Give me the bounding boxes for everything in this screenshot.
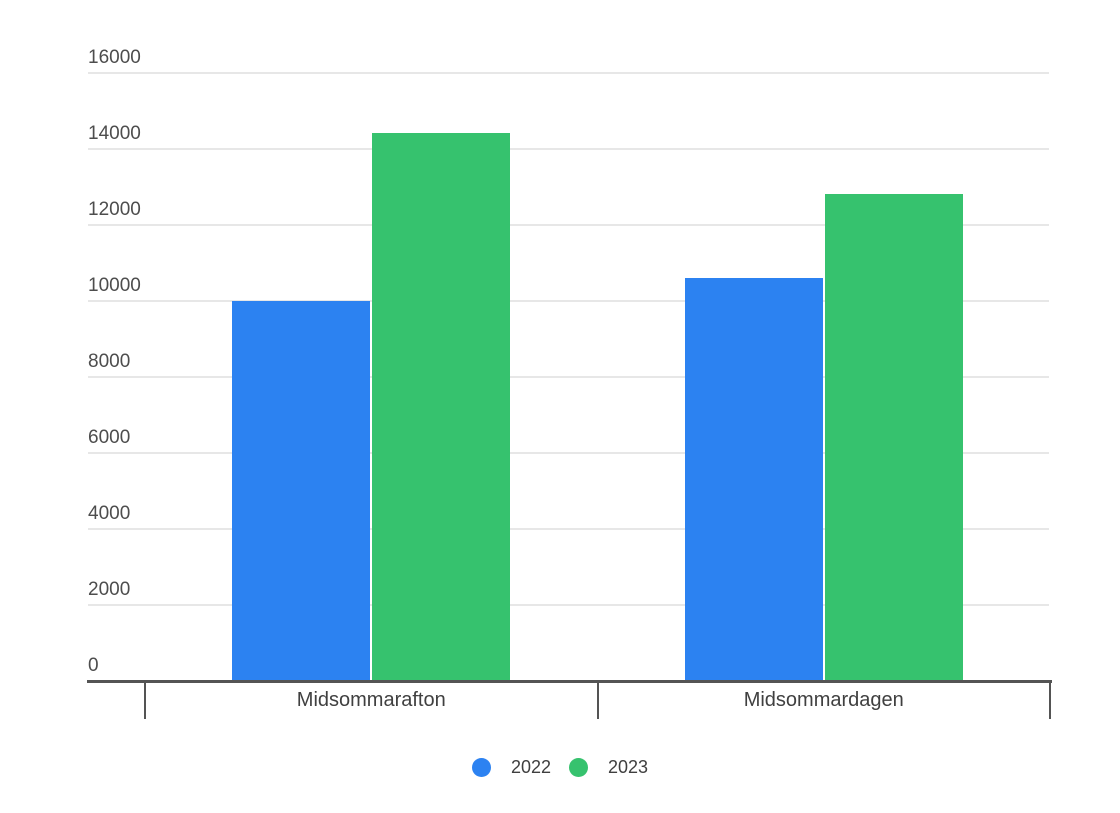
chart-legend: 2022 2023	[0, 757, 1120, 778]
y-axis-tick-label: 16000	[88, 46, 141, 68]
legend-swatch-icon	[471, 758, 491, 777]
y-axis-tick-label: 4000	[88, 502, 131, 524]
y-axis-tick-label: 8000	[88, 350, 131, 372]
x-axis-tick	[1049, 681, 1051, 719]
gridline	[88, 527, 1049, 530]
legend-swatch-icon	[569, 758, 588, 777]
y-axis-tick-label: 0	[88, 655, 99, 676]
gridline	[88, 603, 1049, 606]
x-axis-tick	[596, 681, 599, 719]
gridline	[88, 299, 1049, 302]
legend-label: 2023	[608, 757, 649, 777]
bar-2023-midsommardagen[interactable]	[824, 194, 963, 681]
gridline	[88, 223, 1049, 226]
x-axis-tick	[144, 681, 146, 719]
x-axis-category-label: Midsommarafton	[296, 689, 446, 711]
y-axis-tick-label: 6000	[88, 426, 131, 448]
gridline	[88, 147, 1049, 150]
legend-label: 2022	[510, 757, 551, 777]
y-axis-tick-label: 12000	[88, 198, 141, 220]
bar-2022-midsommardagen[interactable]	[684, 277, 823, 681]
gridline	[88, 375, 1049, 378]
legend-item-2023[interactable]: 2023	[569, 757, 648, 778]
bar-2022-midsommarafton[interactable]	[232, 300, 371, 681]
y-axis-tick-label: 10000	[88, 274, 141, 296]
legend-item-2022[interactable]: 2022	[471, 757, 551, 778]
y-axis-tick-label: 2000	[88, 578, 131, 600]
x-axis-category-label: Midsommardagen	[743, 689, 904, 711]
gridline	[88, 451, 1049, 454]
x-axis-line	[87, 679, 1052, 683]
bar-2023-midsommarafton[interactable]	[372, 133, 511, 681]
y-axis-tick-label: 14000	[88, 122, 141, 144]
gridline	[88, 71, 1049, 74]
